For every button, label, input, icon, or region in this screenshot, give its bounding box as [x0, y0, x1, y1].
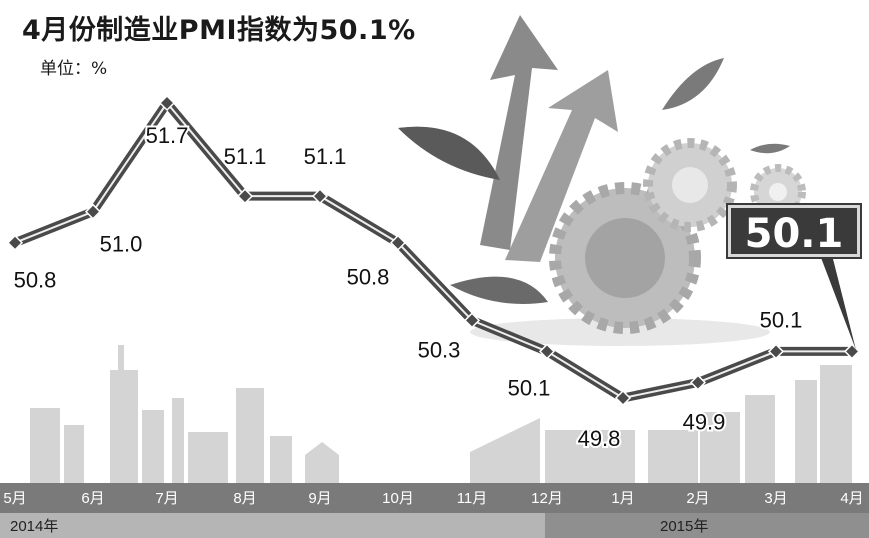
data-point-9 — [614, 389, 632, 407]
data-point-12 — [843, 343, 861, 360]
x-tick-label-7: 11月 — [457, 490, 488, 507]
year-band-1 — [0, 513, 545, 538]
value-labels: 50.8 51.0 51.7 51.1 51.1 50.8 50.3 50.1 49.8 49.9… — [12, 121, 805, 453]
leaf-icon — [398, 126, 500, 180]
x-tick-label-2: 6月 — [81, 490, 104, 507]
value-label-10: 49.9 — [683, 409, 726, 434]
x-tick-labels: 5月 6月 7月 8月 9月 10月 11月 12月 1月 2月 3月 4月 — [3, 490, 863, 507]
leaf-icon — [662, 58, 724, 110]
callout-pointer — [820, 255, 856, 350]
x-tick-label-8: 12月 — [531, 490, 563, 507]
decor-artwork — [398, 15, 806, 346]
value-label-3: 51.7 — [146, 123, 189, 148]
value-label-2: 51.0 — [100, 232, 143, 257]
value-label-1: 50.8 — [14, 268, 57, 293]
leaf-icon — [750, 143, 790, 154]
value-label-11: 50.1 — [760, 307, 803, 332]
value-label-6: 50.8 — [347, 265, 390, 290]
x-tick-label-5: 9月 — [308, 490, 331, 507]
arrow-icon — [505, 70, 618, 262]
value-label-7: 50.3 — [418, 337, 461, 362]
value-label-8: 50.1 — [508, 375, 551, 400]
x-tick-label-6: 10月 — [382, 490, 414, 507]
x-tick-label-1: 5月 — [3, 490, 26, 507]
x-tick-label-12: 4月 — [840, 490, 863, 507]
data-point-2 — [84, 203, 102, 220]
data-point-1 — [6, 234, 24, 251]
data-point-5 — [311, 188, 329, 205]
arrow-icon — [480, 15, 558, 250]
chart-title: 4月份制造业PMI指数为50.1% — [22, 15, 416, 46]
x-tick-label-9: 1月 — [611, 490, 634, 507]
leaf-icon — [450, 276, 548, 304]
data-point-11 — [767, 343, 785, 360]
year-bands: 2014年 2015年 — [0, 513, 869, 538]
series-layer — [6, 94, 861, 407]
series-line-highlight — [14, 102, 852, 399]
value-label-9: 49.8 — [578, 426, 621, 451]
data-point-6 — [389, 234, 407, 251]
data-point-10 — [689, 374, 707, 391]
data-point-4 — [236, 188, 254, 205]
year-band-2 — [545, 513, 869, 538]
x-tick-label-10: 2月 — [686, 490, 709, 507]
gear-icon — [643, 138, 737, 232]
value-label-5: 51.1 — [304, 144, 347, 169]
unit-label: 单位：% — [40, 59, 108, 79]
x-tick-label-3: 7月 — [155, 490, 178, 507]
latest-value-callout: 50.1 — [728, 205, 860, 257]
value-label-4: 51.1 — [224, 144, 267, 169]
x-tick-label-4: 8月 — [233, 490, 256, 507]
year-label-2: 2015年 — [660, 518, 708, 535]
data-point-3 — [158, 94, 176, 112]
x-tick-label-11: 3月 — [764, 490, 787, 507]
city-skyline — [30, 345, 852, 483]
data-point-8 — [538, 343, 556, 360]
x-axis-band — [0, 483, 869, 513]
gear-icon — [549, 182, 701, 334]
year-label-1: 2014年 — [10, 518, 58, 535]
data-point-7 — [463, 312, 481, 329]
